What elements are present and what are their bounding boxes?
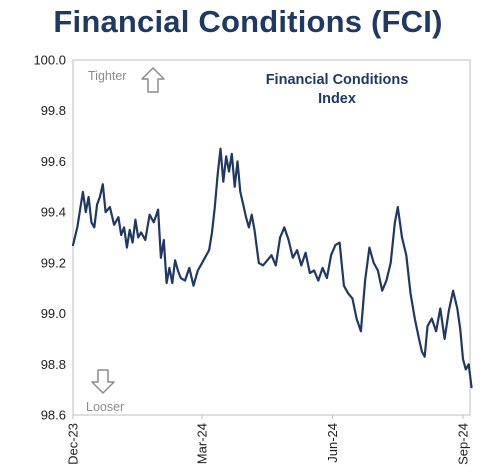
y-tick-label: 99.0 xyxy=(41,306,66,321)
legend-line-2: Index xyxy=(318,91,356,107)
x-tick-label: Dec-23 xyxy=(66,423,81,465)
looser-label: Looser xyxy=(86,400,124,414)
series-layer xyxy=(71,147,473,389)
x-tick-label: Jun-24 xyxy=(325,423,340,463)
y-tick-label: 99.6 xyxy=(41,154,66,169)
x-tick-label: Sep-24 xyxy=(456,423,471,465)
y-tick-label: 99.8 xyxy=(41,103,66,118)
up-arrow-icon xyxy=(141,67,165,93)
y-tick-label: 99.4 xyxy=(41,205,66,220)
x-axis: Dec-23 Mar-24 Jun-24 Sep-24 xyxy=(66,415,471,465)
y-tick-label: 99.2 xyxy=(41,255,66,270)
plot-frame xyxy=(72,59,471,416)
y-tick-label: 100.0 xyxy=(33,53,66,68)
tighter-annotation: Tighter xyxy=(88,67,165,93)
chart-title: Financial Conditions (FCI) xyxy=(53,4,443,39)
y-tick-label: 98.6 xyxy=(41,408,66,423)
legend: Financial Conditions Index xyxy=(266,72,409,107)
tighter-label: Tighter xyxy=(88,69,126,83)
legend-line-1: Financial Conditions xyxy=(266,72,409,88)
series-line-fci xyxy=(71,147,473,389)
down-arrow-icon xyxy=(91,369,115,394)
looser-annotation: Looser xyxy=(86,369,124,414)
y-axis: 100.0 99.8 99.6 99.4 99.2 99.0 98.8 98.6 xyxy=(33,53,66,423)
x-tick-label: Mar-24 xyxy=(195,423,210,464)
y-tick-label: 98.8 xyxy=(41,357,66,372)
